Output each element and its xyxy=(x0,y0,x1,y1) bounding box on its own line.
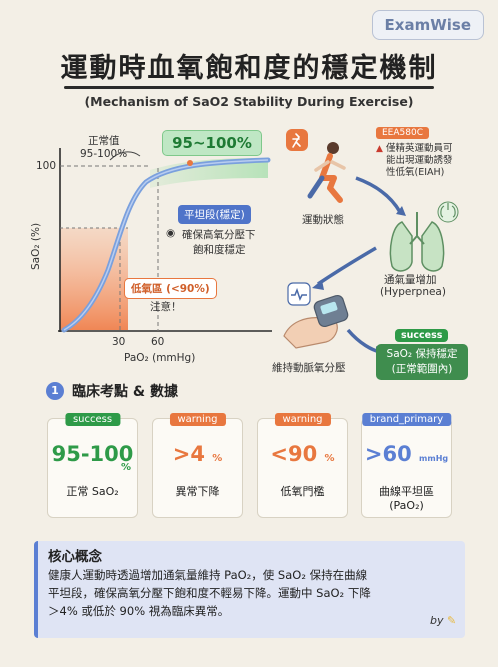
card-caption: 曲線平坦區 (PaO₂) xyxy=(379,485,434,512)
card-tag: success xyxy=(64,413,121,426)
concept-body: 健康人運動時透過增加通氣量維持 PaO₂，使 SaO₂ 保持在曲線 平坦段，確保… xyxy=(48,568,371,618)
signature-icon: ✎ xyxy=(447,614,457,627)
card-tag: brand_primary xyxy=(361,413,452,426)
y-tick-100: 100 xyxy=(36,160,57,172)
card-hypoxia-threshold: warning <90 % 低氧門檻 xyxy=(257,413,348,518)
flow-success-badge: success xyxy=(395,329,449,342)
plateau-note-line1: 確保高氧分壓下 xyxy=(182,229,256,241)
lungs-label-line1: 通氣量增加 xyxy=(384,274,437,286)
result-box: SaO₂ 保持穩定 (正常範圍內) xyxy=(376,344,468,380)
section-title: 臨床考點 & 數據 xyxy=(72,384,178,400)
card-caption: 低氧門檻 xyxy=(280,485,325,498)
card-value: >60 mmHg xyxy=(364,442,449,466)
running-icon xyxy=(307,142,346,203)
heartbeat-icon xyxy=(287,282,311,306)
concept-title: 核心概念 xyxy=(48,549,102,565)
x-tick-30: 30 xyxy=(112,336,126,348)
plateau-pill: 平坦段(穩定) xyxy=(178,205,251,224)
byline: by ✎ xyxy=(430,614,457,627)
x-tick-60: 60 xyxy=(151,336,165,348)
card-normal-sao2: success 95-100% 正常 SaO₂ xyxy=(47,413,138,518)
section-header: 1 臨床考點 & 數據 xyxy=(46,381,178,401)
normal-range-pill: 95~100% xyxy=(162,130,262,156)
card-tag: warning xyxy=(274,413,331,426)
lungs-label-line2: (Hyperpnea) xyxy=(380,286,446,298)
card-tag: warning xyxy=(169,413,226,426)
card-caption: 正常 SaO₂ xyxy=(66,485,119,498)
card-value: >4 % xyxy=(172,442,223,466)
plateau-note-line2: 飽和度穩定 xyxy=(193,244,246,256)
page-title: 運動時血氧飽和度的穩定機制 xyxy=(60,53,438,84)
lungs-icon xyxy=(389,212,445,272)
plateau-glow xyxy=(150,158,268,188)
hypoxia-note: 注意！ xyxy=(150,301,182,313)
runner-label: 運動狀態 xyxy=(302,214,344,226)
lung-small-icon: ◉ xyxy=(166,227,176,239)
title-underline xyxy=(64,86,434,89)
card-value: <90 % xyxy=(270,442,335,466)
y-axis-label: SaO₂ (%) xyxy=(30,222,42,270)
page-subtitle: (Mechanism of SaO2 Stability During Exer… xyxy=(84,94,414,109)
pulse-oximeter-icon xyxy=(283,294,349,349)
result-line2: (正常範圍內) xyxy=(391,363,453,375)
lungs-small-icon xyxy=(437,201,459,223)
elite-warning-note: ▲ 僅精英運動員可 能出現運動誘發 性低氧(EIAH) xyxy=(376,143,453,178)
card-abnormal-drop: warning >4 % 異常下降 xyxy=(152,413,243,518)
card-caption: 異常下降 xyxy=(175,485,220,498)
normal-note-line1: 正常值 xyxy=(88,135,120,147)
warning-icon: ▲ xyxy=(376,144,383,154)
result-line1: SaO₂ 保持穩定 xyxy=(386,348,458,360)
card-value: 95-100% xyxy=(51,442,134,473)
concept-box xyxy=(34,541,465,638)
oxygen-dissociation-illustration xyxy=(58,129,459,358)
hypoxia-pill: 低氧區 (<90%) xyxy=(124,278,217,299)
section-number: 1 xyxy=(46,382,64,400)
oximeter-label: 維持動脈氧分壓 xyxy=(272,362,346,374)
brand-tab: ExamWise xyxy=(371,10,484,40)
normal-note-line2: 95-100% xyxy=(80,148,128,160)
eeg-badge: EEA580C xyxy=(376,127,429,139)
card-plateau-pao2: brand_primary >60 mmHg 曲線平坦區 (PaO₂) xyxy=(361,413,452,518)
x-axis-label: PaO₂ (mmHg) xyxy=(124,352,196,364)
